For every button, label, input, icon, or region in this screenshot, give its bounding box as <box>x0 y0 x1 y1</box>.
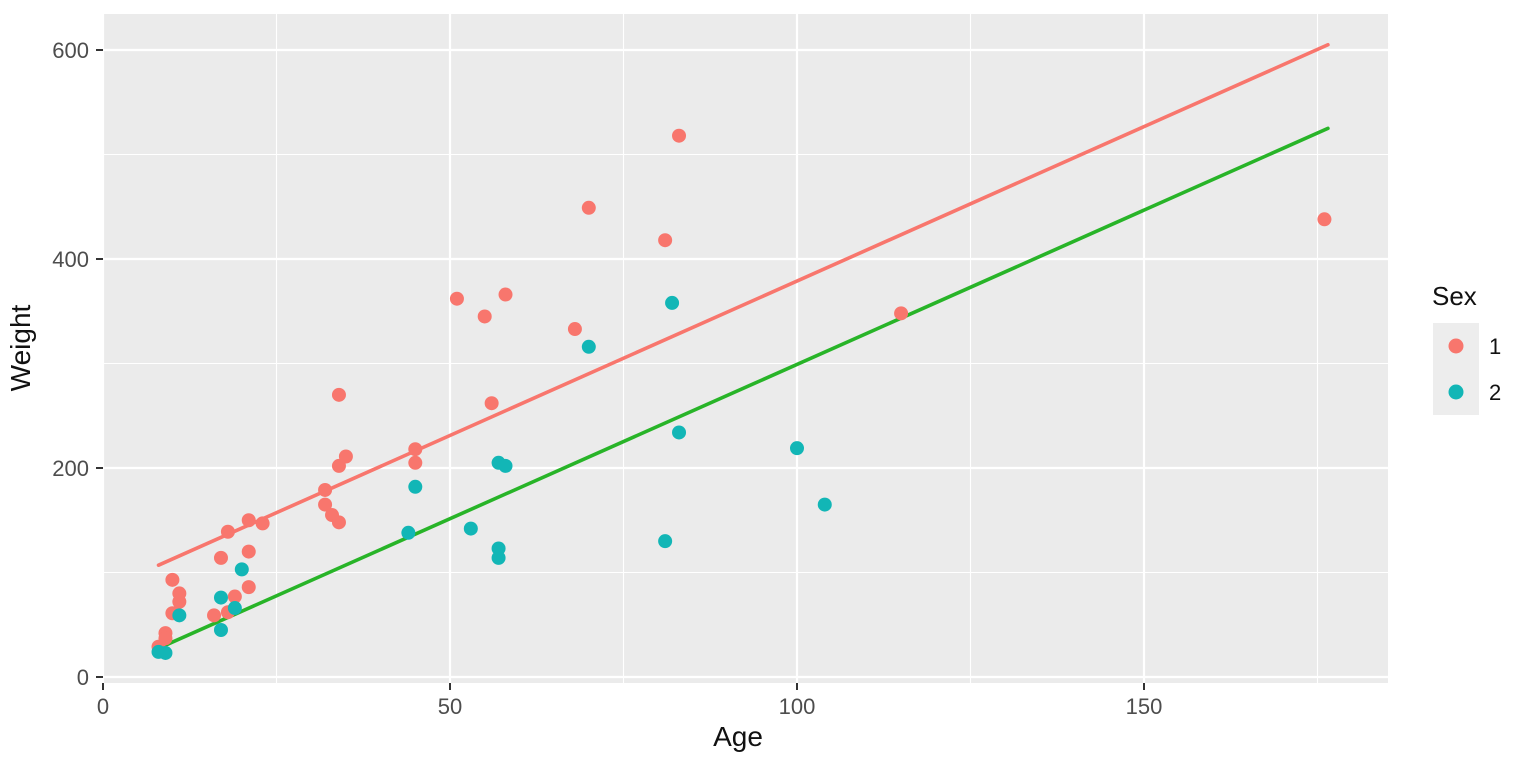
data-point-sex2 <box>401 525 416 540</box>
data-point-sex2 <box>817 497 832 512</box>
data-point-sex1 <box>318 482 333 497</box>
data-point-sex2 <box>158 645 173 660</box>
legend-title: Sex <box>1432 281 1477 311</box>
data-point-sex1 <box>658 233 673 248</box>
legend-label-sex1: 1 <box>1489 334 1501 359</box>
data-point-sex1 <box>172 594 187 609</box>
data-point-sex1 <box>331 387 346 402</box>
data-point-sex1 <box>207 608 222 623</box>
data-point-sex2 <box>213 590 228 605</box>
data-point-sex1 <box>158 631 173 646</box>
data-point-sex1 <box>408 442 423 457</box>
y-tick-label: 600 <box>52 38 89 63</box>
legend-swatch-sex1-icon <box>1448 338 1464 354</box>
data-point-sex1 <box>408 455 423 470</box>
data-point-sex2 <box>172 608 187 623</box>
trend-line-fit-sex-1 <box>156 42 1330 567</box>
legend: Sex 1 2 <box>1432 281 1501 415</box>
data-point-sex2 <box>581 339 596 354</box>
data-point-sex1 <box>581 200 596 215</box>
data-point-sex1 <box>567 322 582 337</box>
trend-line-fit-sex-2 <box>153 126 1330 652</box>
y-tick-label: 0 <box>77 665 89 690</box>
data-point-sex2 <box>227 601 242 616</box>
data-points <box>151 128 1332 660</box>
x-axis-title: Age <box>713 721 763 752</box>
data-point-sex2 <box>463 521 478 536</box>
data-point-sex2 <box>658 534 673 549</box>
data-point-sex1 <box>220 524 235 539</box>
legend-label-sex2: 2 <box>1489 380 1501 405</box>
y-tick-label: 400 <box>52 247 89 272</box>
trend-lines <box>153 42 1330 652</box>
data-point-sex1 <box>331 515 346 530</box>
data-point-sex1 <box>484 396 499 411</box>
data-point-sex2 <box>672 425 687 440</box>
data-point-sex1 <box>255 516 270 531</box>
y-tick-label: 200 <box>52 456 89 481</box>
x-tick-label: 100 <box>779 694 816 719</box>
data-point-sex1 <box>213 550 228 565</box>
data-point-sex1 <box>241 513 256 528</box>
data-point-sex1 <box>1317 212 1332 227</box>
data-point-sex1 <box>165 572 180 587</box>
data-point-sex2 <box>498 458 513 473</box>
data-point-sex1 <box>338 449 353 464</box>
data-point-sex1 <box>894 306 909 321</box>
x-tick-label: 50 <box>438 694 462 719</box>
data-point-sex1 <box>449 291 464 306</box>
data-point-sex1 <box>318 497 333 512</box>
data-point-sex1 <box>227 589 242 604</box>
data-point-sex1 <box>241 580 256 595</box>
data-point-sex1 <box>241 544 256 559</box>
data-point-sex2 <box>491 550 506 565</box>
data-point-sex1 <box>477 309 492 324</box>
data-point-sex1 <box>672 128 687 143</box>
data-point-sex2 <box>213 622 228 637</box>
data-point-sex2 <box>790 441 804 456</box>
data-point-sex2 <box>234 562 249 577</box>
legend-swatch-sex2-icon <box>1448 384 1464 400</box>
data-point-sex2 <box>665 295 680 310</box>
axis-ticks: 0 50 100 150 0 200 400 600 <box>52 38 1162 719</box>
y-axis-title: Weight <box>5 304 36 391</box>
data-point-sex2 <box>408 479 423 494</box>
x-tick-label: 150 <box>1126 694 1163 719</box>
x-tick-label: 0 <box>97 694 109 719</box>
plot-panel <box>103 14 1388 683</box>
data-point-sex1 <box>498 287 513 302</box>
